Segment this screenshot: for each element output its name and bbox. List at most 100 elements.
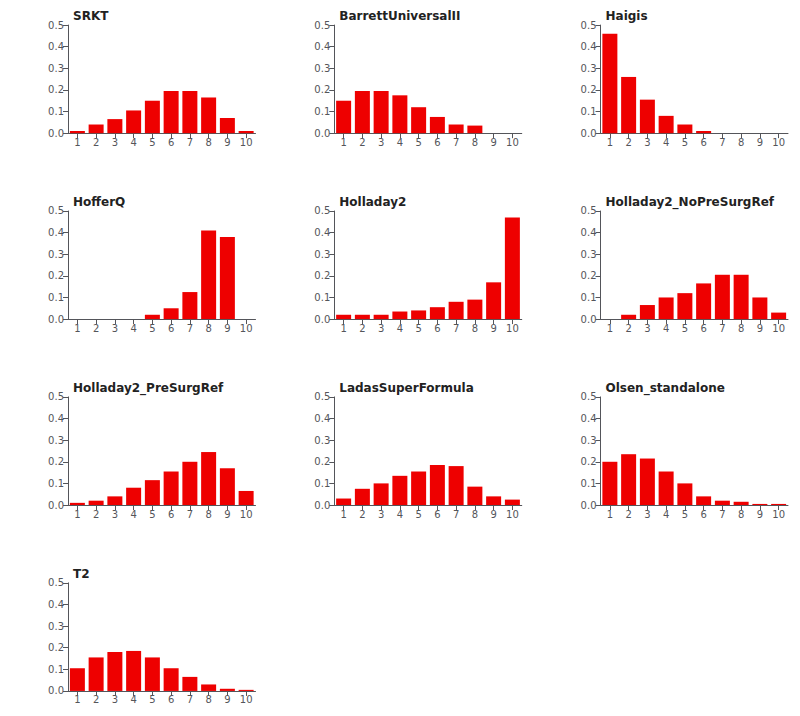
svg-text:3: 3 xyxy=(112,509,118,520)
svg-text:3: 3 xyxy=(112,694,118,705)
svg-text:0.5: 0.5 xyxy=(581,20,597,31)
svg-text:6: 6 xyxy=(434,323,440,334)
svg-text:0.1: 0.1 xyxy=(48,292,64,303)
svg-text:10: 10 xyxy=(240,323,253,334)
svg-text:9: 9 xyxy=(490,137,496,148)
svg-text:0.4: 0.4 xyxy=(48,41,64,52)
svg-text:BarrettUniversalII: BarrettUniversalII xyxy=(339,9,460,23)
svg-text:9: 9 xyxy=(224,137,230,148)
svg-text:0.2: 0.2 xyxy=(581,270,597,281)
svg-text:0.2: 0.2 xyxy=(314,270,330,281)
svg-text:0.0: 0.0 xyxy=(48,128,64,139)
svg-text:2: 2 xyxy=(625,323,631,334)
svg-text:0.4: 0.4 xyxy=(581,413,597,424)
svg-text:3: 3 xyxy=(378,323,384,334)
svg-text:9: 9 xyxy=(224,323,230,334)
svg-text:Holladay2: Holladay2 xyxy=(339,195,406,209)
svg-text:0.3: 0.3 xyxy=(48,249,64,260)
svg-text:3: 3 xyxy=(378,509,384,520)
svg-text:0.2: 0.2 xyxy=(48,270,64,281)
svg-text:10: 10 xyxy=(506,323,519,334)
svg-text:2: 2 xyxy=(93,509,99,520)
svg-text:0.1: 0.1 xyxy=(581,106,597,117)
svg-text:5: 5 xyxy=(415,323,421,334)
svg-text:10: 10 xyxy=(240,509,253,520)
svg-text:4: 4 xyxy=(397,509,403,520)
svg-text:2: 2 xyxy=(625,509,631,520)
svg-text:0.5: 0.5 xyxy=(314,205,330,216)
svg-text:7: 7 xyxy=(719,137,725,148)
svg-text:1: 1 xyxy=(607,323,613,334)
svg-text:10: 10 xyxy=(240,137,253,148)
svg-text:1: 1 xyxy=(607,137,613,148)
svg-text:0.3: 0.3 xyxy=(48,63,64,74)
svg-text:1: 1 xyxy=(74,509,80,520)
svg-text:8: 8 xyxy=(472,137,478,148)
svg-text:5: 5 xyxy=(682,509,688,520)
svg-text:0.2: 0.2 xyxy=(581,84,597,95)
svg-text:2: 2 xyxy=(93,137,99,148)
svg-text:7: 7 xyxy=(187,323,193,334)
svg-text:0.3: 0.3 xyxy=(581,249,597,260)
svg-text:0.2: 0.2 xyxy=(581,456,597,467)
svg-text:10: 10 xyxy=(772,323,785,334)
svg-text:0.5: 0.5 xyxy=(314,391,330,402)
svg-text:5: 5 xyxy=(149,694,155,705)
svg-text:0.3: 0.3 xyxy=(314,63,330,74)
svg-text:7: 7 xyxy=(719,509,725,520)
svg-text:0.5: 0.5 xyxy=(314,20,330,31)
svg-text:0.5: 0.5 xyxy=(581,391,597,402)
svg-text:2: 2 xyxy=(625,137,631,148)
svg-text:3: 3 xyxy=(112,137,118,148)
svg-text:0.1: 0.1 xyxy=(48,664,64,675)
svg-text:Haigis: Haigis xyxy=(606,9,648,23)
svg-text:5: 5 xyxy=(682,323,688,334)
svg-text:10: 10 xyxy=(240,694,253,705)
svg-text:0.3: 0.3 xyxy=(581,435,597,446)
svg-text:0.0: 0.0 xyxy=(48,685,64,696)
svg-text:7: 7 xyxy=(453,323,459,334)
svg-text:0.0: 0.0 xyxy=(48,314,64,325)
svg-text:3: 3 xyxy=(378,137,384,148)
svg-text:7: 7 xyxy=(719,323,725,334)
svg-text:Holladay2_PreSurgRef: Holladay2_PreSurgRef xyxy=(73,381,224,396)
svg-text:0.1: 0.1 xyxy=(314,478,330,489)
svg-text:3: 3 xyxy=(112,323,118,334)
svg-text:7: 7 xyxy=(187,694,193,705)
svg-text:T2: T2 xyxy=(73,567,90,581)
svg-text:3: 3 xyxy=(644,137,650,148)
svg-text:8: 8 xyxy=(738,323,744,334)
svg-text:7: 7 xyxy=(187,137,193,148)
svg-text:9: 9 xyxy=(490,509,496,520)
svg-text:0.4: 0.4 xyxy=(314,227,330,238)
svg-text:6: 6 xyxy=(434,137,440,148)
svg-text:10: 10 xyxy=(506,509,519,520)
svg-text:5: 5 xyxy=(415,137,421,148)
svg-text:10: 10 xyxy=(772,509,785,520)
svg-text:0.2: 0.2 xyxy=(48,456,64,467)
svg-text:1: 1 xyxy=(340,509,346,520)
svg-text:0.0: 0.0 xyxy=(48,500,64,511)
svg-text:8: 8 xyxy=(738,509,744,520)
svg-text:0.5: 0.5 xyxy=(48,205,64,216)
svg-text:10: 10 xyxy=(772,137,785,148)
svg-text:2: 2 xyxy=(93,694,99,705)
svg-text:0.4: 0.4 xyxy=(314,41,330,52)
svg-text:8: 8 xyxy=(472,323,478,334)
svg-text:0.3: 0.3 xyxy=(314,435,330,446)
svg-text:10: 10 xyxy=(506,137,519,148)
svg-text:2: 2 xyxy=(93,323,99,334)
svg-text:5: 5 xyxy=(149,509,155,520)
svg-text:0.4: 0.4 xyxy=(48,227,64,238)
svg-text:1: 1 xyxy=(74,694,80,705)
svg-text:0.3: 0.3 xyxy=(48,435,64,446)
svg-text:0.5: 0.5 xyxy=(48,391,64,402)
svg-text:9: 9 xyxy=(757,323,763,334)
svg-text:LadasSuperFormula: LadasSuperFormula xyxy=(339,381,474,395)
svg-text:1: 1 xyxy=(340,323,346,334)
svg-text:0.2: 0.2 xyxy=(48,642,64,653)
svg-text:0.1: 0.1 xyxy=(581,478,597,489)
svg-text:5: 5 xyxy=(149,137,155,148)
svg-text:6: 6 xyxy=(168,694,174,705)
svg-text:9: 9 xyxy=(757,137,763,148)
